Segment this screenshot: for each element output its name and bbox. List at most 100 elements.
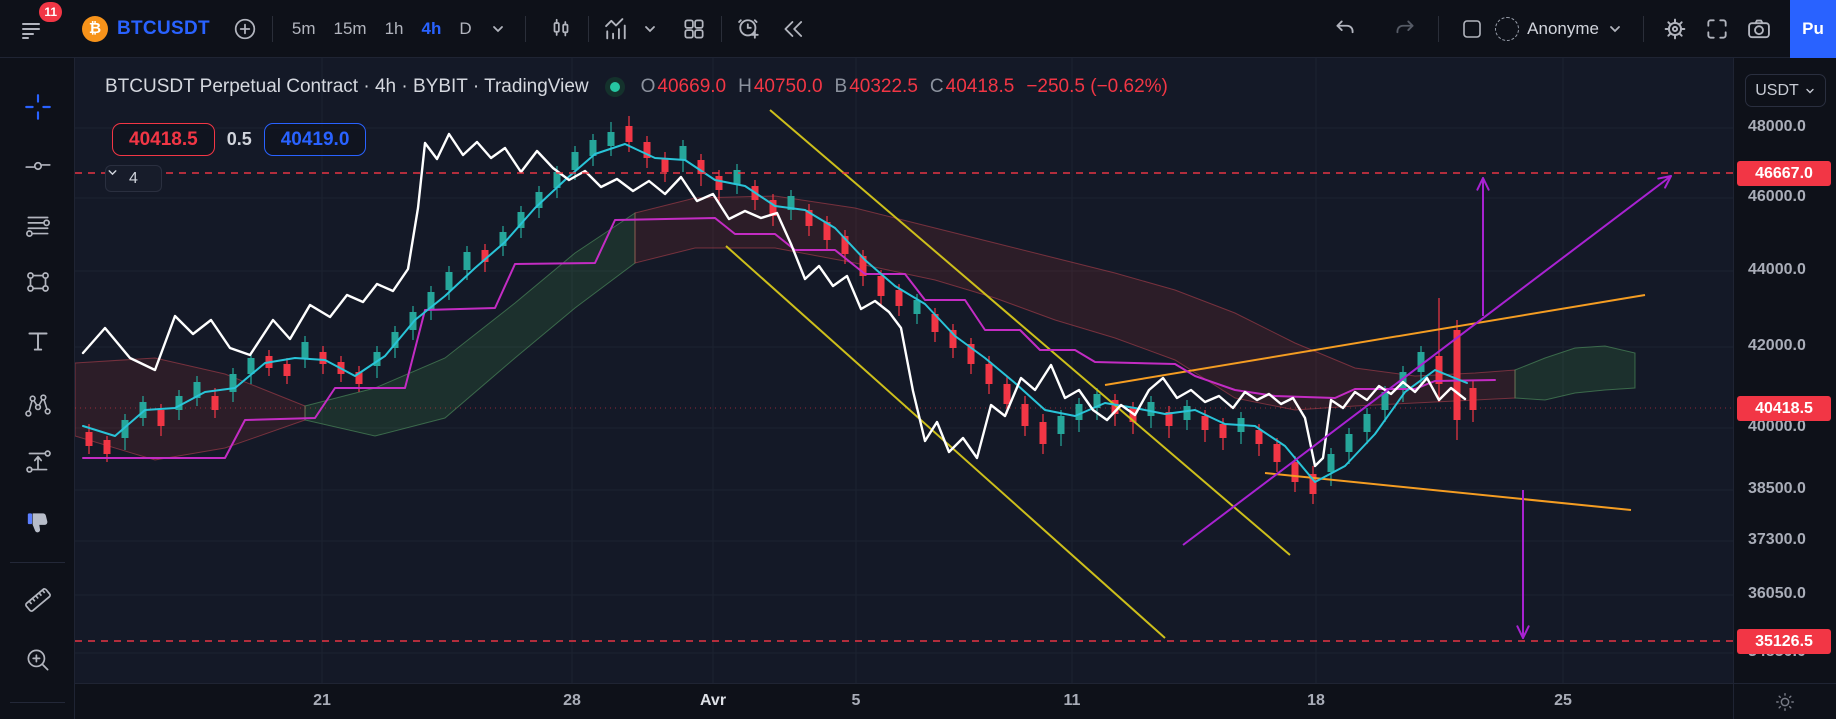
time-tick-label: 5 — [851, 692, 861, 709]
bar-replay-button[interactable] — [776, 10, 810, 48]
sidebar-divider — [10, 562, 65, 563]
timeframe-15m[interactable]: 15m — [333, 18, 367, 38]
open-value: 40669.0 — [657, 76, 727, 97]
fib-lines-icon — [25, 216, 50, 238]
timeframe-4h[interactable]: 4h — [421, 18, 442, 38]
chevron-down-icon — [492, 25, 503, 32]
toolbar-divider — [1438, 15, 1440, 42]
main-menu-button[interactable]: 11 — [14, 1, 62, 48]
redo-button[interactable] — [1388, 10, 1422, 48]
redo-arrow-icon — [1396, 19, 1414, 33]
chevron-down-icon — [108, 170, 117, 176]
chart-title: BTCUSDT Perpetual Contract · 4h · BYBIT … — [105, 76, 589, 97]
gear-icon — [1664, 18, 1686, 39]
currency-label: USDT — [1755, 81, 1799, 99]
sidebar-divider — [10, 702, 65, 703]
magnifier-plus-icon — [26, 649, 48, 671]
layout-select-button[interactable] — [1455, 10, 1489, 48]
time-tick-label: 18 — [1307, 692, 1325, 709]
price-tick-label: 36050.0 — [1748, 585, 1806, 602]
candlestick-style-icon — [553, 18, 568, 36]
toolbar-divider — [720, 15, 722, 42]
fullscreen-button[interactable] — [1700, 10, 1734, 48]
time-tick-label: 28 — [563, 692, 581, 709]
buy-ask-button[interactable]: 40419.0 — [263, 123, 367, 156]
time-tick-label: 21 — [313, 692, 331, 709]
pattern-tool[interactable] — [0, 385, 75, 425]
indicators-dropdown[interactable] — [633, 10, 667, 48]
fib-retracement-tool[interactable] — [0, 205, 75, 245]
square-outline-icon — [1463, 19, 1481, 38]
undo-arrow-icon — [1336, 19, 1354, 33]
low-value: 40322.5 — [849, 76, 918, 97]
publish-button[interactable]: Pu — [1790, 0, 1836, 58]
user-menu[interactable]: Anonyme — [1495, 16, 1623, 41]
crosshair-tool[interactable] — [0, 87, 75, 127]
undo-button[interactable] — [1328, 10, 1362, 48]
rewind-icon — [784, 20, 802, 37]
trend-line-tool[interactable] — [0, 146, 75, 186]
price-tick-label: 48000.0 — [1748, 118, 1806, 135]
measure-tool[interactable] — [0, 580, 75, 620]
top-toolbar: 11 ₿ BTCUSDT 5m 15m 1h 4h D — [0, 0, 1836, 58]
grid-layout-icon — [684, 18, 704, 39]
timeframe-d[interactable]: D — [459, 18, 472, 38]
chart-settings-button[interactable] — [1658, 10, 1692, 48]
indicators-button[interactable] — [599, 10, 633, 48]
price-tick-label: 46000.0 — [1748, 188, 1806, 205]
thumbs-down-icon — [27, 513, 47, 533]
change-value: −250.5 (−0.62%) — [1026, 76, 1168, 97]
timeframe-dropdown[interactable] — [481, 10, 515, 48]
camera-icon — [1748, 19, 1770, 38]
collapsed-indicators-button[interactable]: 4 — [105, 165, 162, 192]
price-tick-label: 38500.0 — [1748, 480, 1806, 497]
ruler-icon — [24, 588, 51, 612]
zoom-in-tool[interactable] — [0, 640, 75, 680]
chart-pane: BTCUSDT Perpetual Contract · 4h · BYBIT … — [75, 58, 1733, 683]
market-status-dot-icon — [604, 77, 625, 97]
chart-legend[interactable]: BTCUSDT Perpetual Contract · 4h · BYBIT … — [105, 76, 1168, 98]
shapes-tool[interactable] — [0, 262, 75, 302]
close-value: 40418.5 — [945, 76, 1015, 97]
currency-unit-button[interactable]: USDT — [1745, 74, 1826, 107]
chart-style-button[interactable] — [544, 10, 578, 48]
hamburger-menu-icon — [22, 22, 40, 39]
price-level-badge: 40418.5 — [1737, 396, 1831, 421]
trend-line-icon — [24, 161, 51, 171]
indicators-icon — [604, 17, 626, 39]
emoji-tool[interactable] — [0, 502, 75, 542]
position-tool[interactable] — [0, 441, 75, 481]
symbol-button[interactable]: BTCUSDT — [117, 17, 210, 39]
chevron-down-icon — [1806, 88, 1814, 93]
sun-brightness-icon — [1776, 692, 1794, 711]
toolbar-divider — [587, 15, 589, 42]
collapsed-indicators-count: 4 — [129, 169, 138, 187]
chevron-down-icon — [1610, 25, 1620, 32]
user-name: Anonyme — [1527, 18, 1599, 38]
ohlc-values: O 40669.0 H 40750.0 B 40322.5 C 40418.5 −250… — [640, 76, 1168, 97]
price-level-badge: 46667.0 — [1737, 161, 1831, 186]
sell-bid-button[interactable]: 40418.5 — [112, 123, 215, 156]
chevron-down-icon — [644, 25, 655, 32]
long-position-icon — [25, 450, 51, 473]
plus-circle-icon — [234, 18, 256, 39]
text-tool[interactable] — [0, 321, 75, 361]
chart-canvas[interactable] — [75, 58, 1733, 683]
timeframe-5m[interactable]: 5m — [291, 18, 316, 38]
time-tick-label: 25 — [1554, 692, 1572, 709]
axis-settings-corner[interactable] — [1733, 683, 1836, 719]
create-alert-button[interactable] — [732, 10, 766, 48]
text-tool-icon — [27, 332, 48, 351]
layout-grid-button[interactable] — [677, 10, 711, 48]
compare-add-symbol-button[interactable] — [228, 10, 262, 48]
price-axis[interactable]: USDT 48000.0 46000.0 44000.0 42000.0 40000.0… — [1733, 58, 1836, 683]
xabcd-pattern-icon — [24, 394, 51, 417]
btc-coin-icon: ₿ — [82, 15, 108, 42]
screenshot-button[interactable] — [1742, 10, 1776, 48]
toolbar-divider — [524, 15, 526, 42]
time-axis[interactable]: 21 28 Avr 5 11 18 25 — [75, 683, 1733, 719]
timeframe-1h[interactable]: 1h — [384, 18, 404, 38]
price-tick-label: 42000.0 — [1748, 337, 1806, 354]
price-level-badge: 35126.5 — [1737, 629, 1831, 654]
